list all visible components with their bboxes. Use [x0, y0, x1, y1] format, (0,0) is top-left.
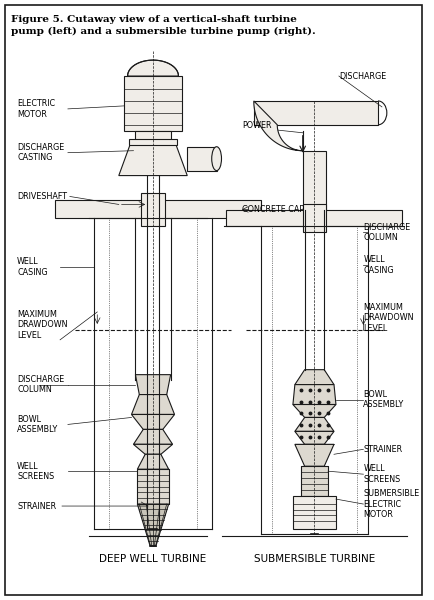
Text: BOWL
ASSEMBLY: BOWL ASSEMBLY: [363, 390, 404, 409]
Polygon shape: [293, 385, 336, 404]
Text: WELL
CASING: WELL CASING: [17, 257, 48, 277]
Bar: [293, 496, 336, 529]
Bar: [138, 469, 169, 504]
Polygon shape: [295, 418, 334, 431]
Polygon shape: [293, 404, 336, 418]
Polygon shape: [128, 60, 178, 76]
Polygon shape: [132, 395, 174, 415]
Polygon shape: [134, 430, 173, 445]
Text: SUBMERSIBLE
ELECTRIC
MOTOR: SUBMERSIBLE ELECTRIC MOTOR: [363, 489, 420, 519]
Text: DISCHARGE: DISCHARGE: [339, 71, 386, 80]
Bar: [302, 151, 326, 211]
Text: Figure 5. Cutaway view of a vertical-shaft turbine: Figure 5. Cutaway view of a vertical-sha…: [11, 16, 297, 25]
Bar: [254, 101, 378, 125]
Text: DISCHARGE
COLUMN: DISCHARGE COLUMN: [17, 375, 64, 394]
Text: WELL
CASING: WELL CASING: [363, 256, 394, 275]
Polygon shape: [138, 504, 169, 546]
Text: DISCHARGE
CASTING: DISCHARGE CASTING: [17, 143, 64, 163]
Text: ELECTRIC
MOTOR: ELECTRIC MOTOR: [17, 99, 55, 119]
Bar: [141, 193, 165, 226]
Text: POWER: POWER: [242, 121, 272, 130]
Polygon shape: [295, 445, 334, 466]
Polygon shape: [134, 445, 173, 454]
Text: WELL
SCREENS: WELL SCREENS: [363, 464, 401, 484]
Bar: [135, 131, 171, 141]
Text: CONCRETE CAP: CONCRETE CAP: [242, 205, 304, 214]
Bar: [55, 200, 261, 218]
Bar: [187, 147, 217, 170]
Text: STRAINER: STRAINER: [17, 502, 56, 511]
Text: DRIVESHAFT: DRIVESHAFT: [17, 192, 67, 201]
Text: DISCHARGE
COLUMN: DISCHARGE COLUMN: [363, 223, 411, 242]
Text: BOWL
ASSEMBLY: BOWL ASSEMBLY: [17, 415, 58, 434]
Text: SUBMERSIBLE TURBINE: SUBMERSIBLE TURBINE: [254, 554, 375, 564]
Polygon shape: [254, 101, 302, 151]
Ellipse shape: [212, 147, 221, 170]
Bar: [301, 466, 328, 496]
Text: MAXIMUM
DRAWDOWN
LEVEL: MAXIMUM DRAWDOWN LEVEL: [17, 310, 68, 340]
Text: STRAINER: STRAINER: [363, 445, 402, 454]
Bar: [128, 139, 178, 145]
Text: WELL
SCREENS: WELL SCREENS: [17, 461, 54, 481]
Bar: [227, 211, 402, 226]
Bar: [302, 205, 326, 232]
Text: pump (left) and a submersible turbine pump (right).: pump (left) and a submersible turbine pu…: [11, 27, 316, 37]
Polygon shape: [295, 370, 334, 385]
Text: MAXIMUM
DRAWDOWN
LEVEL: MAXIMUM DRAWDOWN LEVEL: [363, 303, 414, 333]
Polygon shape: [295, 431, 334, 445]
Polygon shape: [135, 374, 171, 395]
Polygon shape: [119, 141, 187, 176]
Polygon shape: [138, 454, 169, 469]
Text: DEEP WELL TURBINE: DEEP WELL TURBINE: [99, 554, 207, 564]
Bar: [124, 76, 182, 131]
Polygon shape: [132, 415, 174, 430]
